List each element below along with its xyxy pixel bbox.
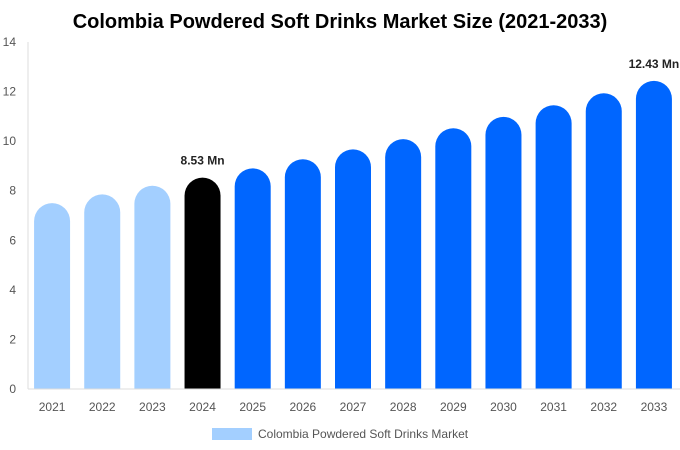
x-tick-label: 2033 [641, 400, 668, 414]
bar-2022[interactable] [84, 194, 121, 389]
x-tick-label: 2026 [289, 400, 316, 414]
bar-2033[interactable] [635, 80, 672, 389]
y-tick-label: 4 [9, 283, 16, 297]
bar-2029[interactable] [435, 128, 472, 390]
chart-title: Colombia Powdered Soft Drinks Market Siz… [73, 11, 608, 33]
data-label: 12.43 Mn [629, 57, 680, 71]
x-tick-label: 2025 [239, 400, 266, 414]
x-tick-label: 2031 [540, 400, 567, 414]
bar-2028[interactable] [385, 139, 422, 389]
bar-2027[interactable] [335, 149, 371, 389]
bar-2025[interactable] [234, 168, 271, 389]
y-tick-label: 8 [9, 184, 16, 198]
bar-2021[interactable] [34, 203, 71, 389]
bar-2024[interactable] [184, 177, 221, 389]
data-label: 8.53 Mn [181, 154, 225, 168]
x-axis: 2021 2022 2023 2024 2025 2026 2027 2028 2029 2030… [28, 388, 680, 414]
bar-2023[interactable] [134, 185, 171, 389]
y-tick-label: 12 [3, 85, 17, 99]
y-tick-label: 10 [3, 134, 17, 148]
legend-swatch [212, 428, 252, 440]
x-tick-label: 2028 [390, 400, 417, 414]
x-tick-label: 2030 [490, 400, 517, 414]
x-tick-label: 2022 [89, 400, 116, 414]
y-tick-label: 2 [9, 332, 16, 346]
x-tick-label: 2024 [189, 400, 216, 414]
y-tick-label: 6 [9, 233, 16, 247]
x-tick-label: 2021 [39, 400, 66, 414]
legend-label: Colombia Powdered Soft Drinks Market [258, 427, 469, 441]
y-tick-label: 14 [3, 35, 17, 49]
y-axis: 0 2 4 6 8 10 12 14 [3, 35, 29, 396]
bar-2031[interactable] [535, 105, 572, 389]
x-tick-label: 2029 [440, 400, 467, 414]
bar-2030[interactable] [485, 116, 522, 390]
bar-2026[interactable] [284, 159, 321, 389]
legend[interactable]: Colombia Powdered Soft Drinks Market [212, 427, 469, 441]
x-tick-label: 2032 [590, 400, 617, 414]
y-tick-label: 0 [9, 382, 16, 396]
bars: 8.53 Mn 12.43 Mn [34, 57, 680, 390]
x-tick-label: 2027 [340, 400, 367, 414]
bar-2032[interactable] [585, 93, 622, 389]
x-tick-label: 2023 [139, 400, 166, 414]
